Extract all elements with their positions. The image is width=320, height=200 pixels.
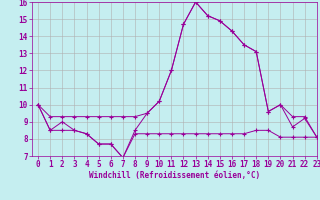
X-axis label: Windchill (Refroidissement éolien,°C): Windchill (Refroidissement éolien,°C) [89,171,260,180]
